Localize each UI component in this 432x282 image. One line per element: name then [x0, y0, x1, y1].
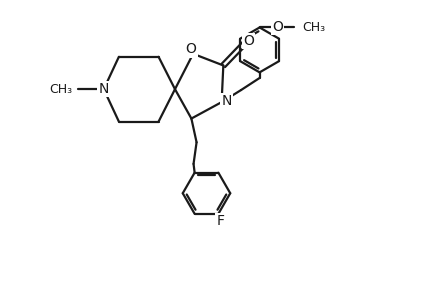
- Text: O: O: [272, 19, 283, 34]
- Text: O: O: [243, 34, 254, 48]
- Text: O: O: [185, 43, 197, 56]
- Text: CH₃: CH₃: [302, 21, 325, 34]
- Text: N: N: [98, 82, 109, 96]
- Text: N: N: [222, 94, 232, 108]
- Text: CH₃: CH₃: [50, 83, 73, 96]
- Text: F: F: [216, 214, 225, 228]
